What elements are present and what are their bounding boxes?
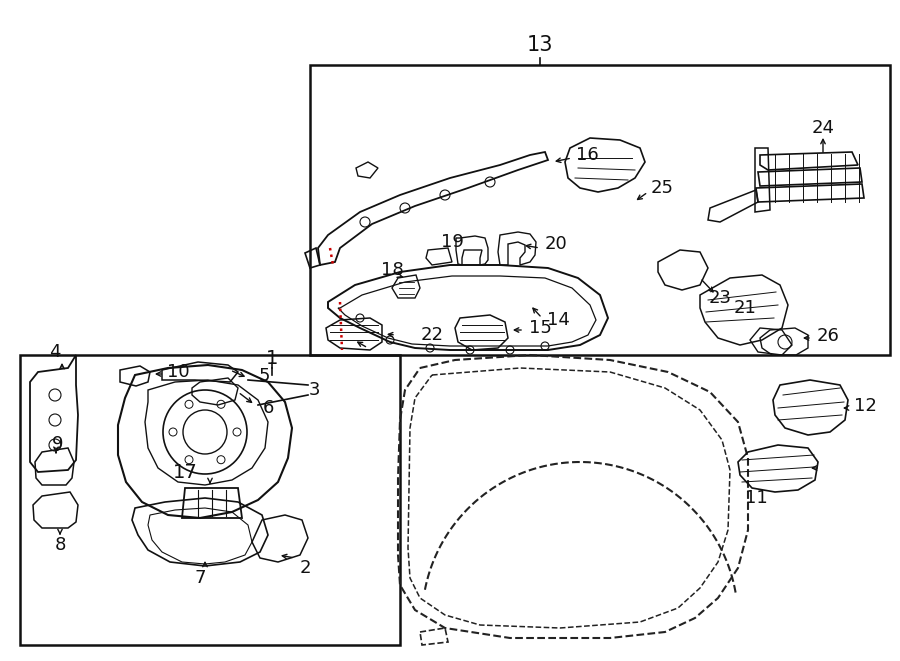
Text: 18: 18 bbox=[381, 261, 403, 279]
Text: 20: 20 bbox=[544, 235, 567, 253]
Text: 8: 8 bbox=[54, 536, 66, 554]
Text: 6: 6 bbox=[262, 399, 274, 417]
Text: 16: 16 bbox=[576, 146, 598, 164]
Text: 26: 26 bbox=[816, 327, 840, 345]
Text: 21: 21 bbox=[734, 299, 756, 317]
Text: 23: 23 bbox=[708, 289, 732, 307]
Bar bbox=[310, 65, 890, 355]
Text: 2: 2 bbox=[299, 559, 310, 577]
Text: 25: 25 bbox=[651, 179, 673, 197]
Text: 14: 14 bbox=[546, 311, 570, 329]
Text: 3: 3 bbox=[308, 381, 320, 399]
Text: 9: 9 bbox=[52, 435, 64, 453]
Text: 19: 19 bbox=[441, 233, 464, 251]
Text: 4: 4 bbox=[50, 343, 61, 361]
Bar bbox=[20, 355, 400, 645]
Text: 17: 17 bbox=[173, 463, 197, 481]
Text: 11: 11 bbox=[744, 489, 768, 507]
Text: 24: 24 bbox=[812, 119, 834, 137]
Text: 5: 5 bbox=[258, 367, 270, 385]
Text: 15: 15 bbox=[528, 319, 552, 337]
Text: 12: 12 bbox=[853, 397, 877, 415]
Text: 22: 22 bbox=[420, 326, 444, 344]
Text: 7: 7 bbox=[194, 569, 206, 587]
Text: 13: 13 bbox=[526, 35, 554, 55]
Text: 10: 10 bbox=[166, 363, 189, 381]
Text: 1: 1 bbox=[266, 348, 278, 368]
